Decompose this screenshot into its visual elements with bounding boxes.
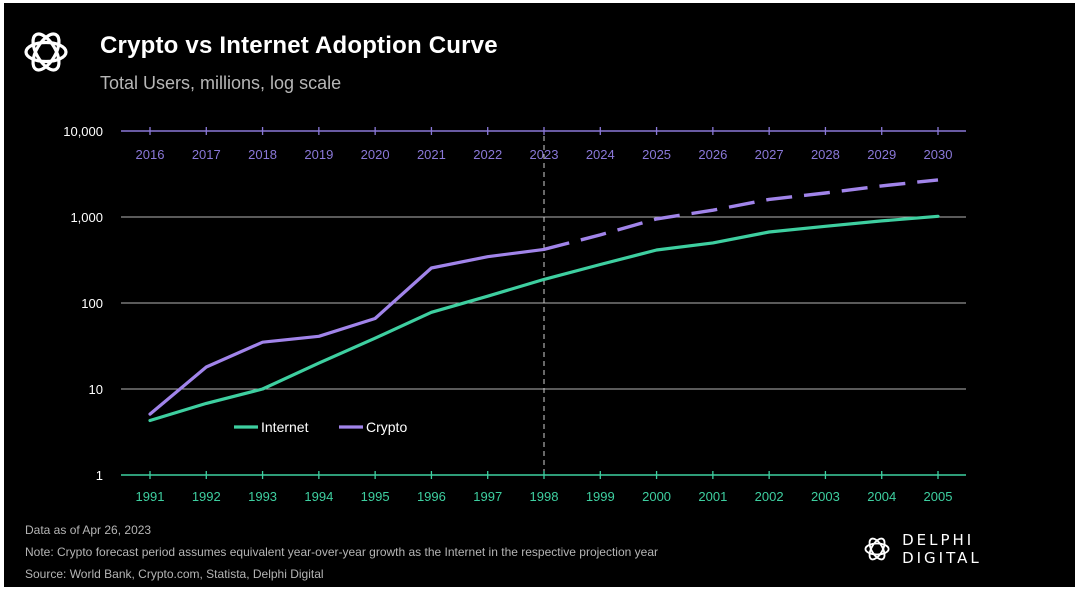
bottom-axis-label: 2000 (642, 489, 671, 504)
bottom-axis-label: 1998 (530, 489, 559, 504)
bottom-axis-labels: 1991 1992 1993 1994 1995 1996 1997 1998 1999 2000… (136, 489, 953, 504)
bottom-axis-label: 1991 (136, 489, 165, 504)
chart-subtitle: Total Users, millions, log scale (100, 73, 342, 93)
bottom-axis-label: 1999 (586, 489, 615, 504)
top-axis-label: 2026 (698, 147, 727, 162)
y-tick-label: 10 (89, 382, 103, 397)
chart-panel (4, 3, 1075, 587)
y-tick-label: 10,000 (63, 124, 103, 139)
y-tick-label: 1 (96, 468, 103, 483)
bottom-axis-label: 2005 (924, 489, 953, 504)
top-axis-label: 2023 (530, 147, 559, 162)
bottom-axis-label: 2004 (867, 489, 896, 504)
brand-name: DELPHI DIGITAL (902, 531, 982, 567)
source-note: Source: World Bank, Crypto.com, Statista… (25, 567, 324, 581)
top-axis-label: 2024 (586, 147, 615, 162)
top-axis-label: 2017 (192, 147, 221, 162)
top-axis-labels: 2016 2017 2018 2019 2020 2021 2022 2023 2024 2025… (136, 147, 953, 162)
bottom-axis-label: 2002 (755, 489, 784, 504)
bottom-axis-label: 2001 (698, 489, 727, 504)
top-axis-label: 2025 (642, 147, 671, 162)
top-axis-label: 2018 (248, 147, 277, 162)
crypto-line-forecast (543, 178, 939, 252)
top-axis-label: 2021 (417, 147, 446, 162)
bottom-axis-label: 2003 (811, 489, 840, 504)
data-date: Data as of Apr 26, 2023 (25, 523, 152, 537)
chart-title: Crypto vs Internet Adoption Curve (100, 32, 498, 59)
legend-label-crypto: Crypto (366, 419, 407, 435)
bottom-axis-label: 1994 (304, 489, 333, 504)
brand-logo: DELPHI DIGITAL (862, 531, 1052, 567)
bottom-axis-label: 1993 (248, 489, 277, 504)
top-axis-label: 2029 (867, 147, 896, 162)
delphi-knot-icon (24, 32, 68, 72)
y-tick-label: 1,000 (70, 210, 103, 225)
top-axis-label: 2019 (304, 147, 333, 162)
top-axis-label: 2022 (473, 147, 502, 162)
series-lines (148, 178, 940, 423)
bottom-axis-label: 1997 (473, 489, 502, 504)
footnote: Note: Crypto forecast period assumes equ… (25, 545, 658, 559)
bottom-axis-label: 1995 (361, 489, 390, 504)
delphi-knot-icon (864, 537, 890, 561)
internet-line (148, 214, 940, 423)
top-axis-label: 2027 (755, 147, 784, 162)
legend: Internet Crypto (234, 419, 407, 435)
bottom-axis-label: 1992 (192, 489, 221, 504)
top-axis-label: 2030 (924, 147, 953, 162)
top-axis-label: 2016 (136, 147, 165, 162)
top-axis-label: 2020 (361, 147, 390, 162)
legend-label-internet: Internet (261, 419, 309, 435)
top-axis-label: 2028 (811, 147, 840, 162)
crypto-line (148, 247, 546, 416)
bottom-axis-label: 1996 (417, 489, 446, 504)
y-tick-label: 100 (81, 296, 103, 311)
y-tick-labels: 1 10 100 1,000 10,000 (63, 124, 103, 483)
